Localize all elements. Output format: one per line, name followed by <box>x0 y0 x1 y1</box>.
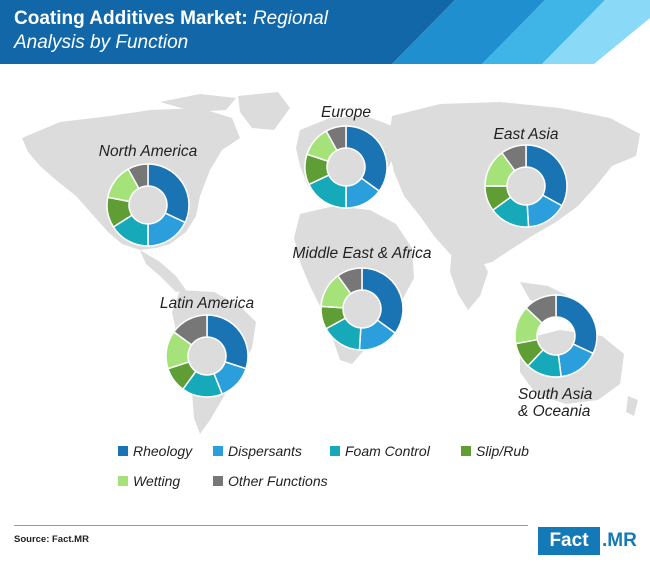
legend-label-slip-rub: Slip/Rub <box>476 443 529 459</box>
banner-graphic <box>0 0 650 64</box>
legend-label-foam-control: Foam Control <box>345 443 431 459</box>
legend-swatch-foam-control <box>330 446 340 456</box>
slice-south-asia-oceania-other-functions <box>525 294 557 325</box>
donut-east-asia <box>484 144 568 228</box>
logo-fact: Fact <box>538 527 600 555</box>
region-label-europe: Europe <box>321 104 371 121</box>
region-labels: North America Europe East Asia Middle East … <box>99 104 593 420</box>
donut-north-america <box>106 163 190 247</box>
legend-label-rheology: Rheology <box>133 443 193 459</box>
region-label-north-america: North America <box>99 143 198 160</box>
logo-mr: .MR <box>602 530 637 551</box>
legend-swatch-other-functions <box>213 476 223 486</box>
donut-europe <box>304 125 388 209</box>
factmr-logo: Fact .MR <box>538 527 638 555</box>
legend-swatch-rheology <box>118 446 128 456</box>
slice-south-asia-oceania-rheology <box>555 294 598 355</box>
legend-label-dispersants: Dispersants <box>228 443 302 459</box>
donut-middle-east-africa <box>320 267 404 351</box>
legend-label-other-functions: Other Functions <box>228 473 328 489</box>
title-italic-2: Analysis by Function <box>14 32 189 53</box>
slice-east-asia-rheology <box>525 144 568 207</box>
title-italic-1: Regional <box>252 8 328 29</box>
slice-latin-america-rheology <box>206 314 249 370</box>
donut-south-asia-oceania <box>514 294 598 378</box>
region-label-latin-america: Latin America <box>160 295 255 312</box>
region-label-south-asia-oceania-line1: South Asia <box>518 386 593 403</box>
footer-divider <box>14 525 528 526</box>
legend-label-wetting: Wetting <box>133 473 180 489</box>
region-label-south-asia-oceania-line2: & Oceania <box>518 403 591 420</box>
region-label-middle-east-africa: Middle East & Africa <box>293 245 432 262</box>
slice-north-america-other-functions <box>127 163 149 190</box>
region-label-east-asia: East Asia <box>494 126 559 143</box>
source-note: Source: Fact.MR <box>14 534 89 545</box>
page-title: Coating Additives Market: Regional Analy… <box>14 7 328 55</box>
legend-swatch-wetting <box>118 476 128 486</box>
title-banner: Coating Additives Market: Regional Analy… <box>0 0 650 64</box>
legend-swatch-slip-rub <box>461 446 471 456</box>
donut-charts <box>106 125 598 398</box>
slice-middle-east-africa-rheology <box>361 267 404 335</box>
slice-east-asia-other-functions <box>500 144 527 172</box>
slice-latin-america-other-functions <box>172 314 208 346</box>
slice-europe-rheology <box>345 125 388 193</box>
legend: Rheology Dispersants Foam Control Slip/Rub W… <box>118 443 529 489</box>
slice-middle-east-africa-other-functions <box>336 267 363 295</box>
legend-swatch-dispersants <box>213 446 223 456</box>
slice-europe-other-functions <box>325 125 347 152</box>
slice-north-america-rheology <box>147 163 190 224</box>
title-bold: Coating Additives Market: <box>14 8 248 29</box>
donut-latin-america <box>165 314 249 398</box>
